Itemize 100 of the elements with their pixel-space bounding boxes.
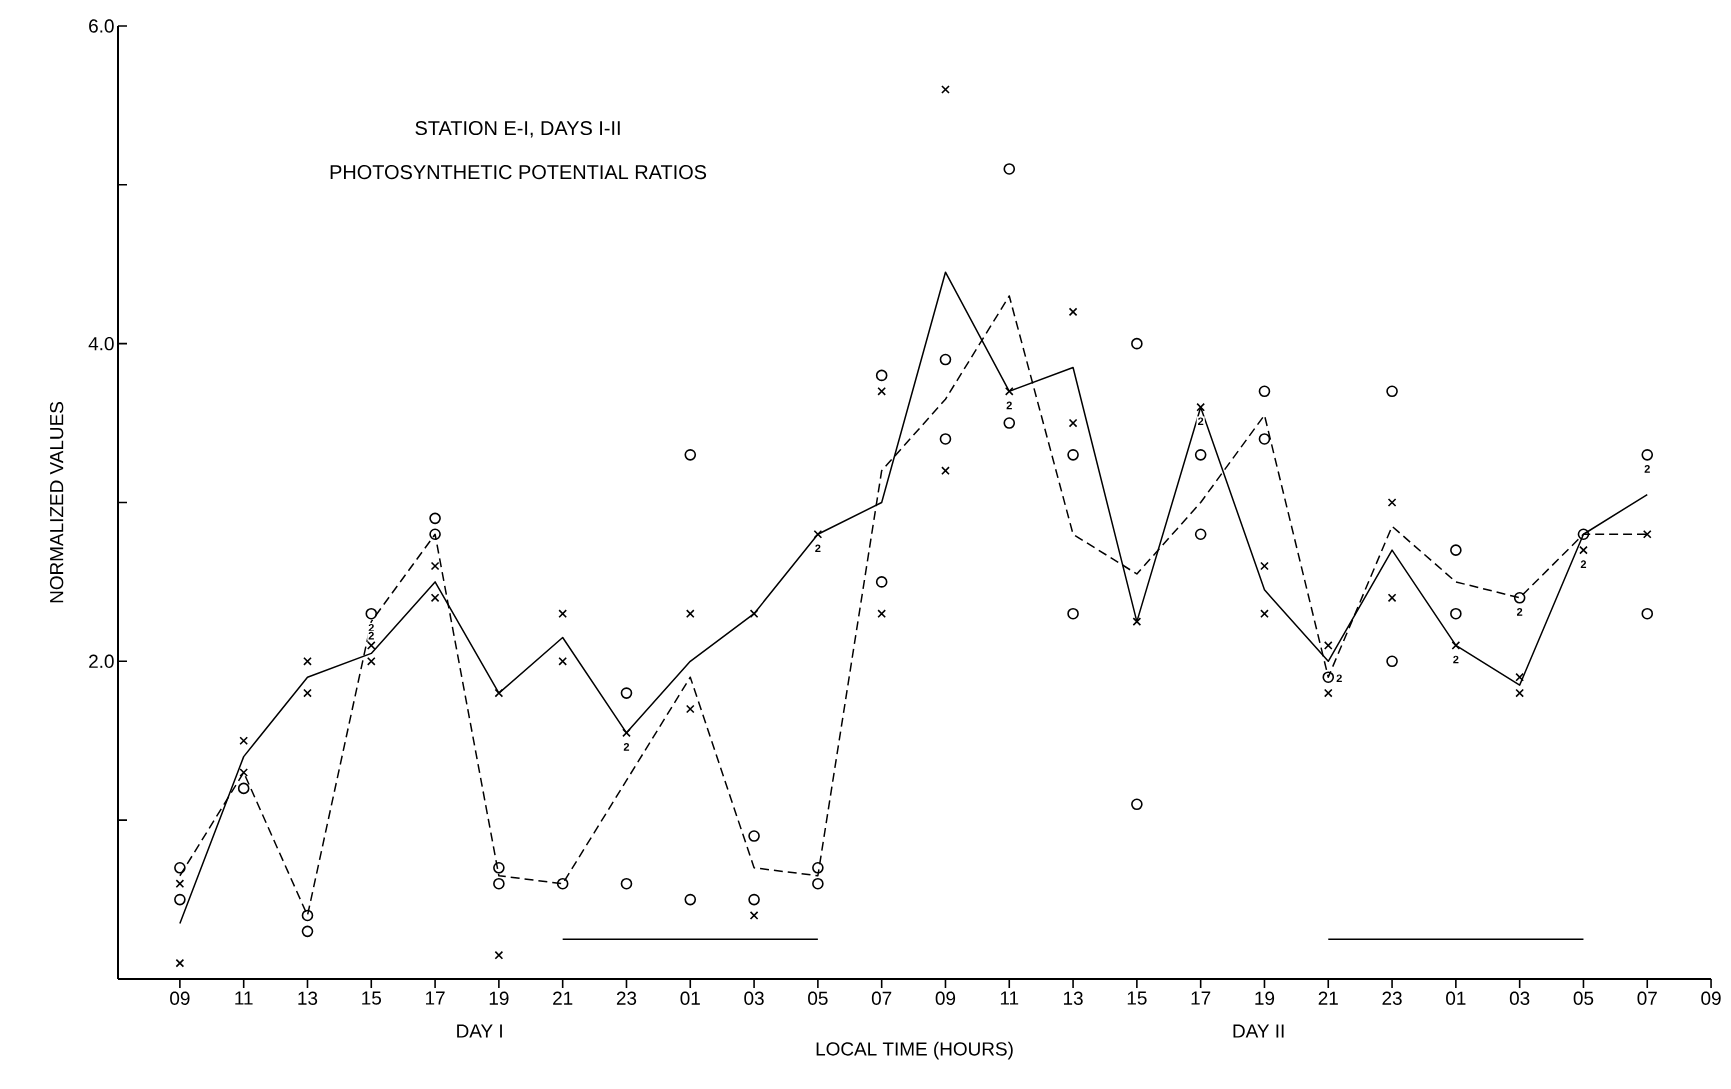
x-tick-label: 23 <box>616 991 637 1005</box>
point <box>558 609 568 619</box>
point <box>1132 617 1142 626</box>
point <box>748 893 760 906</box>
point <box>685 704 695 714</box>
y-tick-label: 4.0 <box>88 336 114 351</box>
point <box>1131 798 1143 811</box>
x-tick-label: 03 <box>1509 991 1530 1005</box>
point <box>175 879 185 889</box>
point <box>877 609 887 619</box>
text: PHOTOSYNTHETIC POTENTIAL RATIOS <box>330 165 707 180</box>
x-tick-label: 09 <box>170 991 190 1005</box>
annotation: 2 <box>368 631 374 640</box>
x-tick-label: 19 <box>1255 991 1275 1005</box>
point <box>1641 449 1654 461</box>
point <box>939 433 952 445</box>
point <box>1067 449 1079 461</box>
point <box>685 609 695 619</box>
point <box>430 593 440 603</box>
annotation: 2 <box>815 544 821 553</box>
x-tick-label: 17 <box>425 991 445 1005</box>
point <box>622 728 631 738</box>
annotation: 2 <box>1580 560 1587 568</box>
point <box>1387 498 1397 507</box>
x-tick-label: 15 <box>362 991 382 1005</box>
point <box>875 576 888 588</box>
point <box>1003 417 1016 429</box>
x-tick-label: 15 <box>1127 991 1147 1005</box>
x-tick-label: 11 <box>1000 991 1019 1005</box>
x-tick-label: 01 <box>1446 991 1466 1005</box>
x-tick-label: 17 <box>1191 991 1211 1005</box>
annotation: 2 <box>1644 465 1650 473</box>
point <box>1450 607 1462 620</box>
point <box>1068 418 1078 428</box>
point <box>748 830 760 842</box>
y-axis-title: NORMALIZED VALUES <box>49 402 64 603</box>
point <box>1386 655 1398 668</box>
point <box>1323 688 1333 698</box>
point <box>1196 402 1205 412</box>
point <box>620 687 633 699</box>
point <box>303 688 312 698</box>
annotation: 2 <box>1006 401 1012 410</box>
point <box>1131 337 1143 350</box>
point <box>174 893 186 906</box>
point <box>1450 544 1462 556</box>
x-tick-label: 03 <box>744 991 764 1005</box>
text: DAY I <box>457 1024 502 1038</box>
point <box>493 862 505 874</box>
point <box>301 909 314 922</box>
point <box>877 386 887 396</box>
point <box>1577 528 1590 541</box>
point <box>430 561 440 571</box>
point <box>812 877 824 890</box>
x-tick-label: 07 <box>871 991 892 1005</box>
point <box>558 656 568 666</box>
point <box>1641 607 1654 620</box>
point <box>237 782 250 795</box>
point <box>1003 163 1016 175</box>
x-tick-label: 09 <box>935 991 956 1005</box>
point <box>1004 386 1014 396</box>
point <box>941 85 950 94</box>
x-tick-label: 11 <box>235 991 253 1005</box>
y-tick-label: 2.0 <box>89 654 114 669</box>
point <box>939 353 952 366</box>
point <box>239 736 249 746</box>
point <box>684 893 697 906</box>
annotation: 2 <box>1198 417 1204 426</box>
point <box>875 369 888 382</box>
point <box>1258 385 1271 398</box>
point <box>366 641 376 650</box>
point <box>813 529 823 539</box>
point <box>1260 609 1269 619</box>
annotation: 2 <box>623 743 630 751</box>
point <box>812 862 824 874</box>
x-tick-label: 21 <box>553 991 573 1005</box>
point <box>1386 385 1398 398</box>
x-tick-label: 05 <box>808 991 828 1005</box>
x-tick-label: 01 <box>680 991 700 1005</box>
point <box>749 609 759 619</box>
point <box>1642 529 1652 539</box>
point <box>303 656 312 666</box>
annotation: 2 <box>1336 674 1342 683</box>
point <box>1515 688 1524 698</box>
point <box>941 466 950 476</box>
point <box>1323 641 1333 650</box>
x-tick-label: 09 <box>1701 991 1721 1005</box>
x-tick-label: 23 <box>1382 991 1402 1005</box>
x-tick-label: 19 <box>489 991 509 1005</box>
point <box>1194 528 1207 541</box>
annotation: 2 <box>1516 608 1523 616</box>
point <box>1513 591 1526 604</box>
annotation: 2 <box>1453 655 1459 664</box>
point <box>1258 433 1271 445</box>
point <box>494 688 504 698</box>
point <box>1387 593 1397 603</box>
point <box>301 925 314 938</box>
point <box>429 512 441 525</box>
x-tick-label: 13 <box>1063 991 1083 1005</box>
point <box>174 862 186 874</box>
point <box>175 958 185 968</box>
